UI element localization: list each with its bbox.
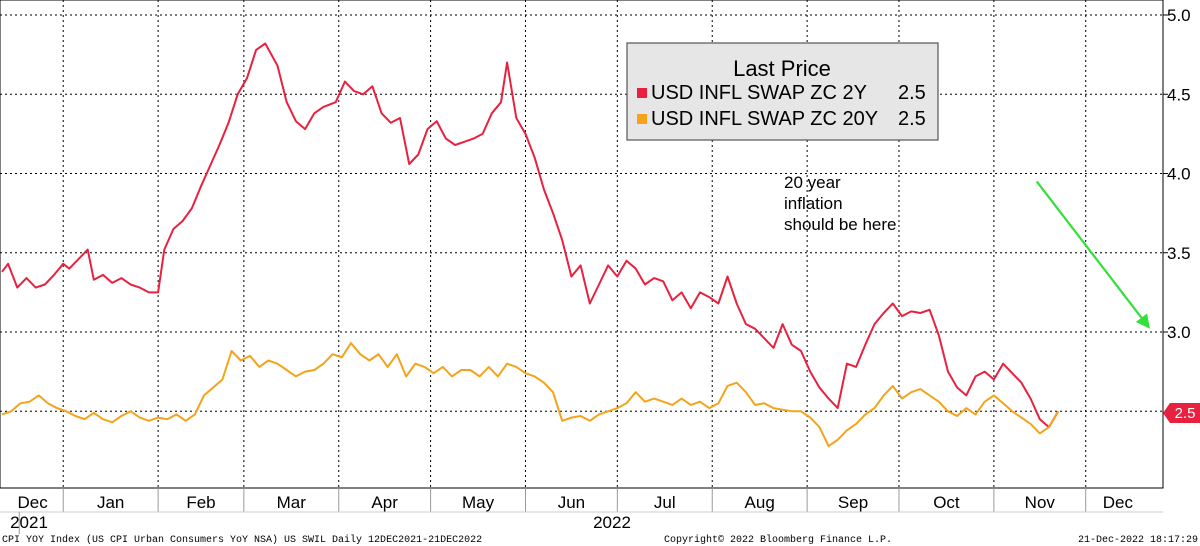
x-axis: Dec Jan Feb Mar Apr May Jun Jul Aug Sep Oct Nov Dec2…: [0, 488, 1163, 534]
y-tick-label: 3.0: [1167, 323, 1191, 342]
footer-copyright: Copyright© 2022 Bloomberg Finance L.P.: [664, 534, 892, 546]
year-label: 2021: [10, 513, 48, 532]
month-label: Apr: [371, 493, 398, 512]
month-label: Jul: [654, 493, 676, 512]
last-value-marker: 2.5: [1163, 403, 1200, 423]
last-value-flag: [1163, 403, 1200, 423]
annotation: 20 year inflation should be here: [784, 173, 1150, 329]
footer-timestamp: 21-Dec-2022 18:17:29: [1078, 535, 1198, 546]
plot-border: [0, 0, 1164, 489]
month-label: Jan: [97, 493, 124, 512]
year-label: 2022: [593, 513, 631, 532]
series-line-2y: [1, 42, 1060, 429]
annotation-line-3: should be here: [784, 215, 896, 234]
y-tick-label: 4.0: [1167, 165, 1191, 184]
y-tick-label: 4.5: [1167, 85, 1191, 104]
legend: Last Price USD INFL SWAP ZC 2Y 2.5 USD I…: [626, 42, 939, 141]
legend-label-20y: USD INFL SWAP ZC 20Y: [651, 108, 878, 130]
y-axis: 3.0 3.5 4.0 4.5 5.0: [1163, 6, 1191, 342]
last-value-label: 2.5: [1175, 405, 1196, 422]
annotation-line-2: inflation: [784, 194, 843, 213]
footer-source: CPI YOY Index (US CPI Urban Consumers Yo…: [2, 534, 482, 546]
month-label: Oct: [933, 493, 960, 512]
month-label: Dec: [1103, 493, 1134, 512]
series-line-20y: [1, 342, 1060, 448]
month-label: Mar: [277, 493, 307, 512]
gridlines: [0, 0, 1163, 488]
annotation-arrow: [1035, 180, 1143, 319]
month-label: Nov: [1025, 493, 1056, 512]
legend-title: Last Price: [733, 56, 831, 81]
annotation-line-1: 20 year: [784, 173, 841, 192]
month-label: Jun: [558, 493, 585, 512]
legend-label-2y: USD INFL SWAP ZC 2Y: [651, 82, 867, 104]
footer: CPI YOY Index (US CPI Urban Consumers Yo…: [2, 534, 1198, 546]
month-label: Sep: [838, 493, 868, 512]
month-label: Dec: [17, 493, 48, 512]
y-tick-label: 3.5: [1167, 244, 1191, 263]
legend-swatch-20y: [637, 114, 647, 124]
series-layer: [1, 42, 1060, 448]
legend-value-2y: 2.5: [898, 82, 926, 104]
legend-box: [626, 42, 939, 141]
month-label: Aug: [745, 493, 775, 512]
legend-value-20y: 2.5: [898, 108, 926, 130]
month-label: May: [462, 493, 495, 512]
annotation-arrowhead: [1135, 313, 1150, 329]
month-label: Feb: [186, 493, 215, 512]
y-tick-label: 5.0: [1167, 6, 1191, 25]
legend-swatch-2y: [637, 88, 647, 98]
